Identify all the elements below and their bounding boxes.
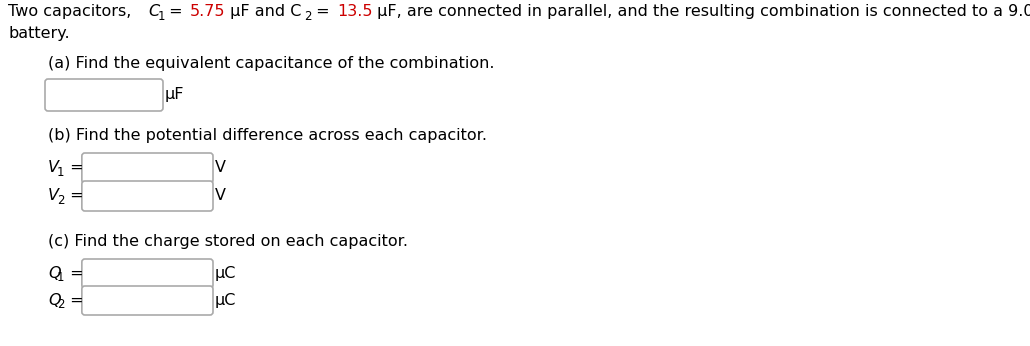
Text: V: V xyxy=(215,189,226,203)
Text: =: = xyxy=(65,266,83,281)
FancyBboxPatch shape xyxy=(45,79,163,111)
FancyBboxPatch shape xyxy=(81,153,213,183)
Text: μF and C: μF and C xyxy=(226,4,302,19)
Text: 5.75: 5.75 xyxy=(191,4,226,19)
Text: Two capacitors,: Two capacitors, xyxy=(8,4,137,19)
Text: 1: 1 xyxy=(158,10,165,23)
Text: (b) Find the potential difference across each capacitor.: (b) Find the potential difference across… xyxy=(48,128,487,143)
Text: =: = xyxy=(164,4,187,19)
Text: μC: μC xyxy=(215,293,236,308)
Text: 2: 2 xyxy=(57,193,64,207)
FancyBboxPatch shape xyxy=(81,259,213,288)
Text: (a) Find the equivalent capacitance of the combination.: (a) Find the equivalent capacitance of t… xyxy=(48,56,494,71)
Text: 2: 2 xyxy=(57,298,64,311)
Text: =: = xyxy=(65,189,83,203)
Text: V: V xyxy=(48,161,59,175)
Text: Q: Q xyxy=(48,266,61,281)
FancyBboxPatch shape xyxy=(81,286,213,315)
FancyBboxPatch shape xyxy=(81,181,213,211)
Text: =: = xyxy=(311,4,335,19)
Text: C: C xyxy=(148,4,160,19)
Text: 1: 1 xyxy=(57,271,64,284)
Text: battery.: battery. xyxy=(8,26,70,41)
Text: =: = xyxy=(65,161,83,175)
Text: Q: Q xyxy=(48,293,61,308)
Text: V: V xyxy=(215,161,226,175)
Text: μF, are connected in parallel, and the resulting combination is connected to a 9: μF, are connected in parallel, and the r… xyxy=(373,4,1030,19)
Text: V: V xyxy=(48,189,59,203)
Text: μF: μF xyxy=(165,88,184,102)
Text: 1: 1 xyxy=(57,165,64,179)
Text: (c) Find the charge stored on each capacitor.: (c) Find the charge stored on each capac… xyxy=(48,234,408,249)
Text: 2: 2 xyxy=(305,10,312,23)
Text: μC: μC xyxy=(215,266,236,281)
Text: 13.5: 13.5 xyxy=(337,4,373,19)
Text: =: = xyxy=(65,293,83,308)
